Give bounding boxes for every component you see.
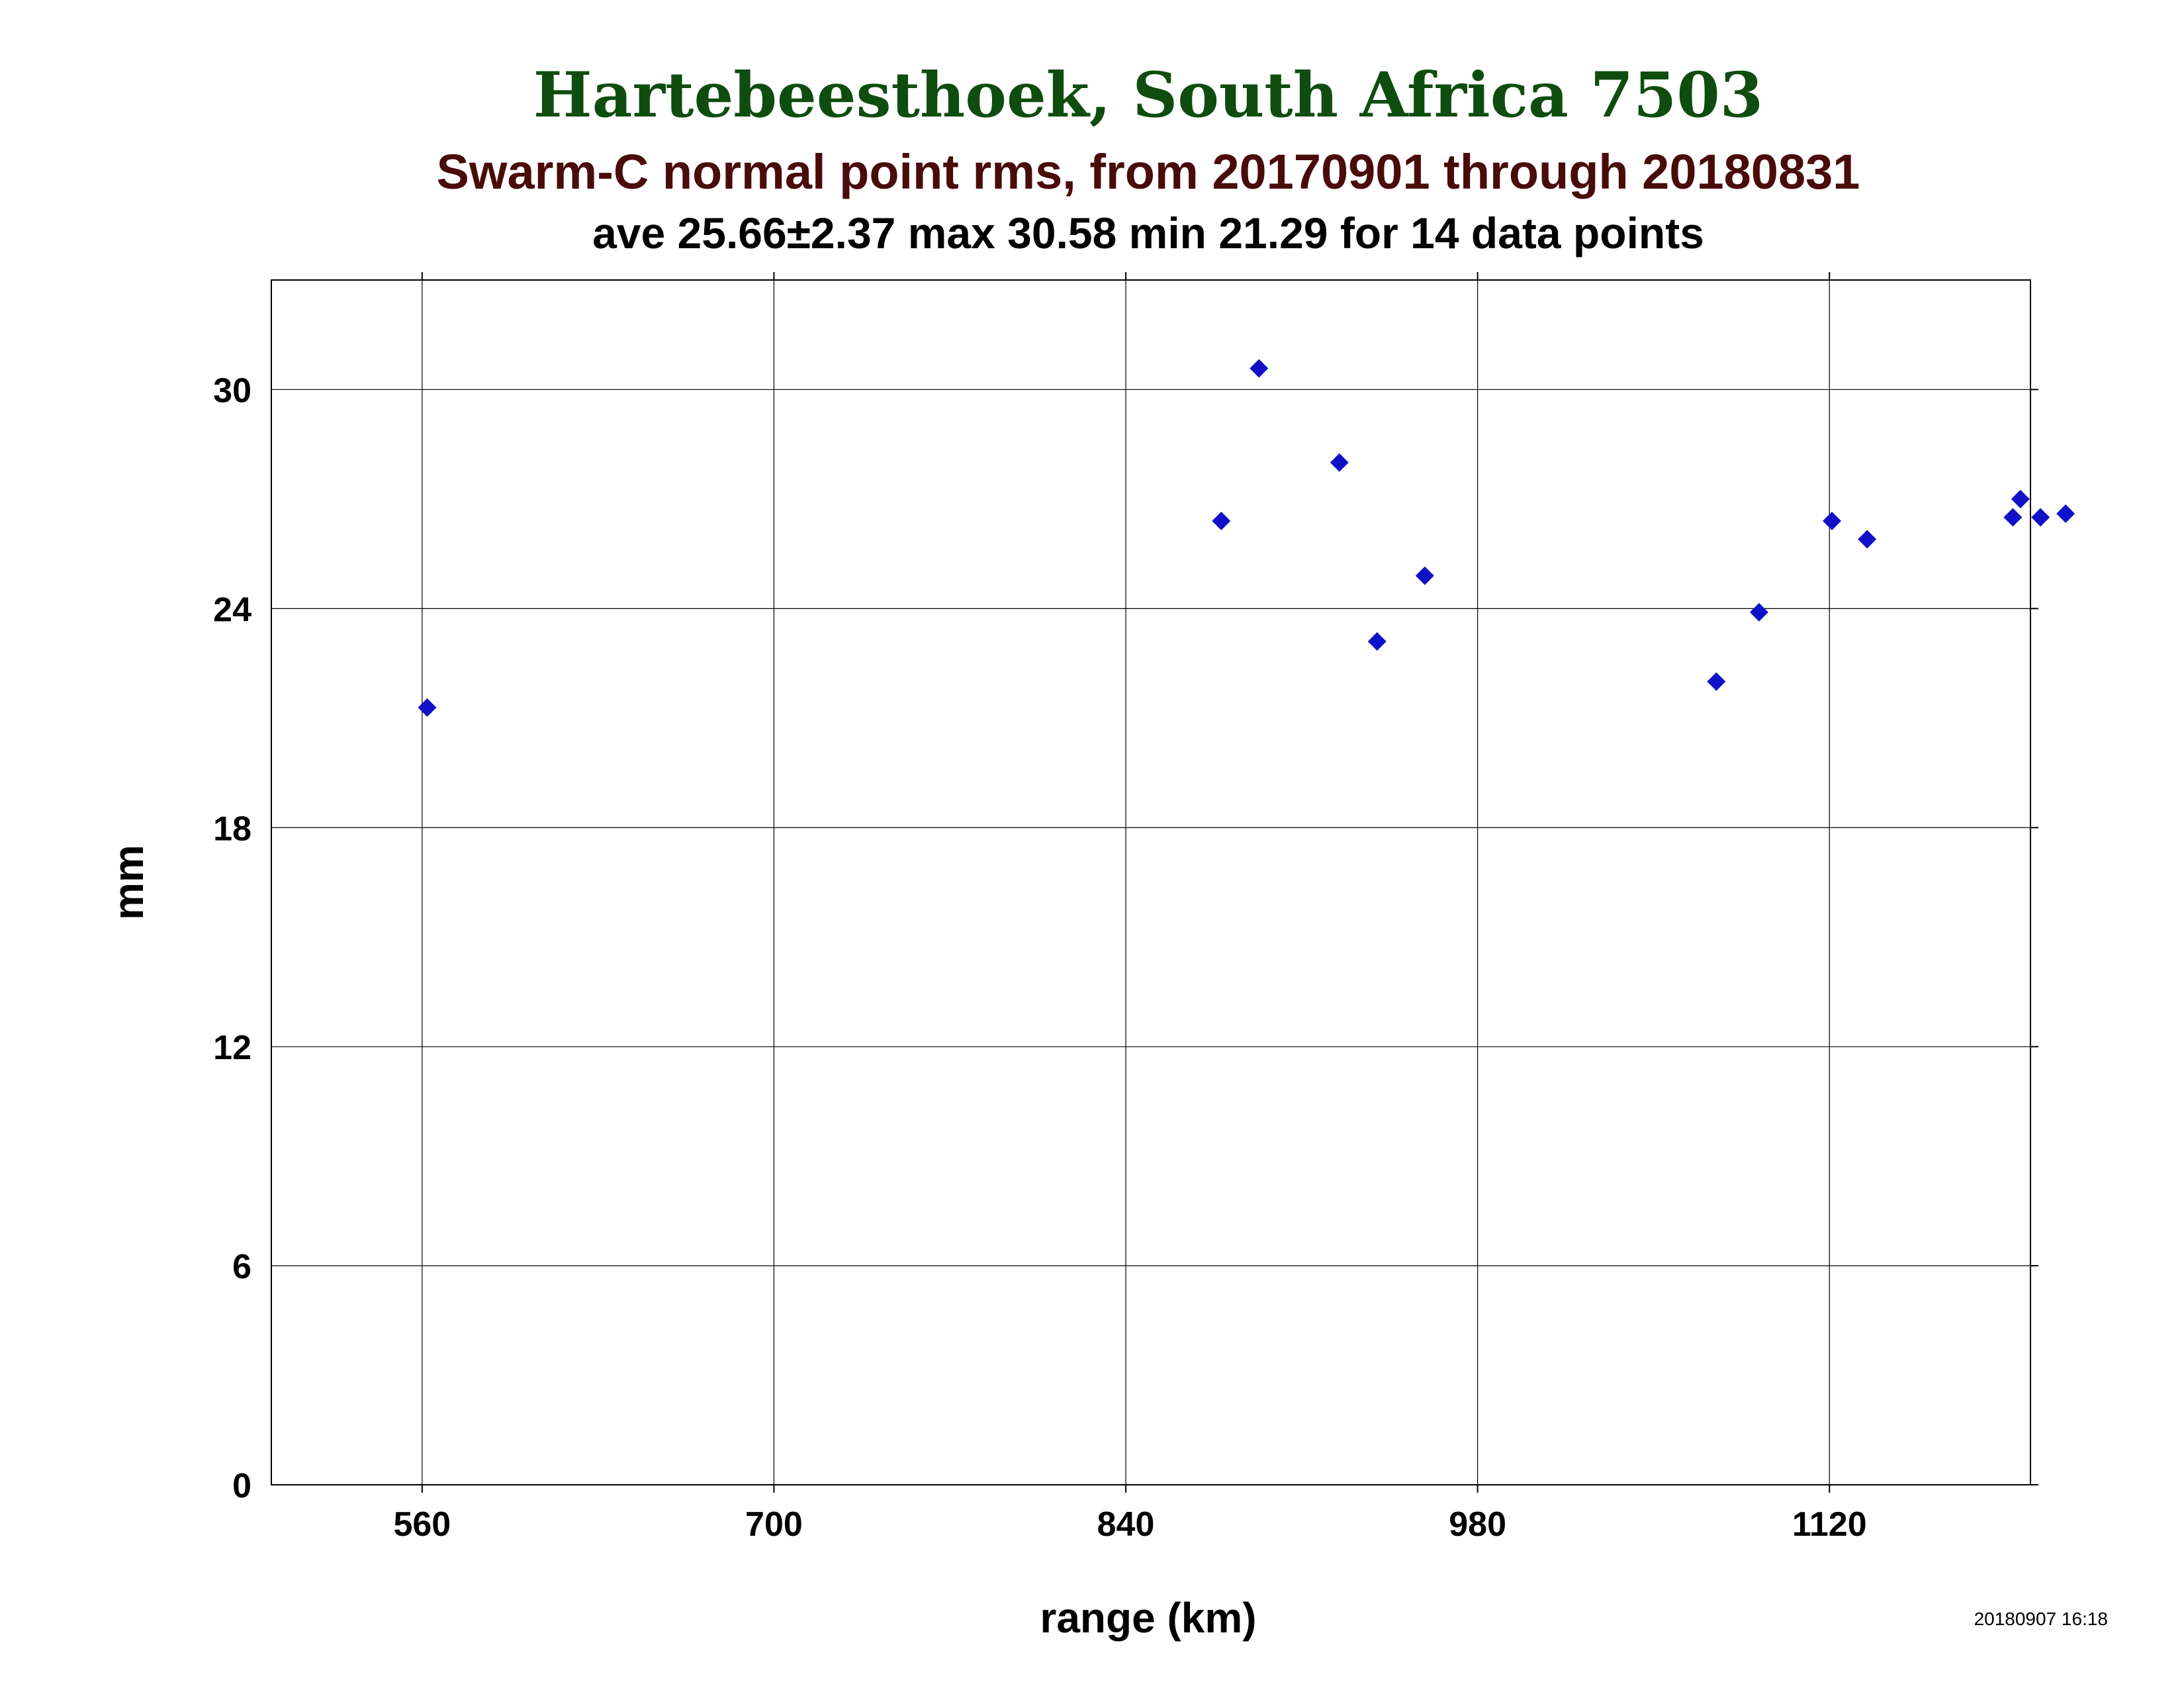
x-tick-label: 700 xyxy=(745,1505,803,1544)
data-point xyxy=(2056,504,2075,523)
data-point xyxy=(1415,566,1434,585)
y-tick-label: 18 xyxy=(213,810,251,848)
x-tick-labels: 560 700 840 980 1120 xyxy=(393,1505,1866,1544)
data-point xyxy=(2031,508,2050,527)
y-axis-label: mm xyxy=(105,845,152,920)
chart-subtitle: Swarm-C normal point rms, from 20170901 … xyxy=(437,144,1860,199)
x-tick-label: 1120 xyxy=(1792,1505,1867,1544)
chart-stats: ave 25.66±2.37 max 30.58 min 21.29 for 1… xyxy=(592,209,1704,258)
data-point xyxy=(1707,672,1726,691)
data-point xyxy=(1212,512,1231,530)
data-point xyxy=(1330,453,1349,472)
x-axis-label: range (km) xyxy=(1040,1594,1256,1642)
data-point xyxy=(1823,512,1842,530)
x-tick-label: 840 xyxy=(1097,1505,1155,1544)
y-tick-label: 6 xyxy=(232,1248,251,1286)
data-point xyxy=(418,698,437,717)
y-tick-label: 0 xyxy=(232,1467,251,1505)
y-tick-labels: 0 6 12 18 24 30 xyxy=(213,371,251,1505)
grid xyxy=(271,280,2030,1485)
chart-title: Hartebeesthoek, South Africa 7503 xyxy=(533,59,1763,132)
data-point xyxy=(1250,359,1269,378)
y-tick-label: 12 xyxy=(213,1029,251,1067)
data-point xyxy=(1367,632,1387,651)
y-tick-label: 30 xyxy=(213,371,251,410)
ticks xyxy=(421,272,2038,1493)
data-point xyxy=(1858,530,1877,549)
y-tick-label: 24 xyxy=(213,590,251,629)
x-tick-label: 980 xyxy=(1449,1505,1506,1544)
plot-frame xyxy=(271,279,2031,1485)
data-point xyxy=(2003,508,2023,527)
data-point xyxy=(2011,489,2030,508)
data-point xyxy=(1749,602,1768,622)
data-points xyxy=(418,359,2075,717)
x-tick-label: 560 xyxy=(393,1505,451,1544)
timestamp: 20180907 16:18 xyxy=(1974,1609,2108,1629)
